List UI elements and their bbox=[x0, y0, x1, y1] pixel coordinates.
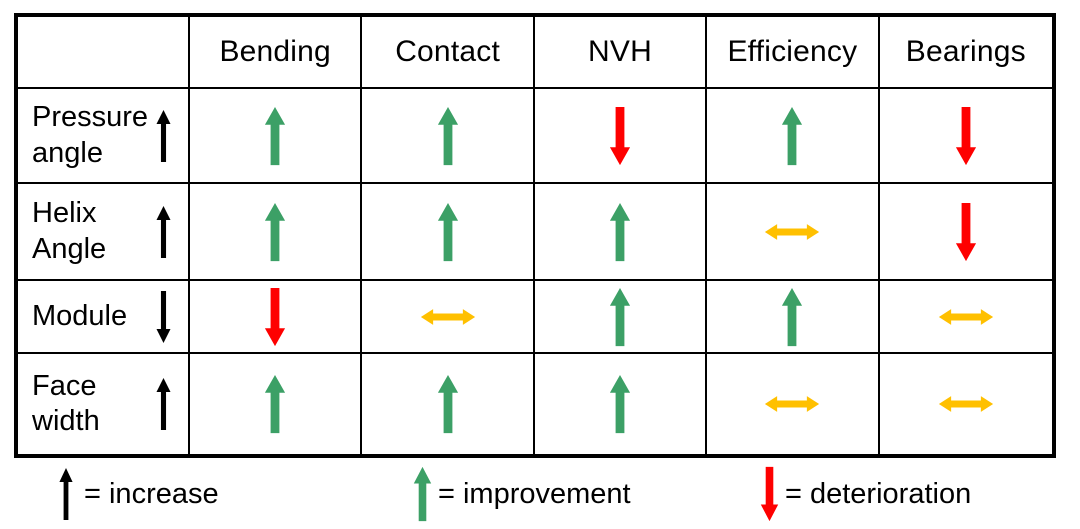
table-cell bbox=[879, 184, 1052, 281]
column-header-bending: Bending bbox=[190, 17, 363, 89]
legend-item-increase: = increase bbox=[58, 464, 219, 524]
table-cell bbox=[707, 281, 880, 354]
row-label: Module bbox=[32, 299, 128, 332]
row-label: Face width bbox=[32, 369, 100, 437]
up-arrow-icon bbox=[155, 109, 172, 162]
up-arrow-icon bbox=[413, 466, 432, 522]
table-cell bbox=[707, 184, 880, 281]
up-arrow-icon bbox=[781, 106, 803, 166]
down-arrow-icon bbox=[264, 287, 286, 347]
column-header-contact: Contact bbox=[362, 17, 535, 89]
up-arrow-icon bbox=[437, 106, 459, 166]
table-cell bbox=[362, 354, 535, 454]
down-arrow-icon bbox=[155, 290, 172, 343]
table-cell bbox=[190, 184, 363, 281]
table-cell bbox=[534, 184, 708, 281]
up-arrow-icon bbox=[155, 378, 172, 430]
up-arrow-icon bbox=[58, 468, 74, 520]
table-cell bbox=[362, 281, 535, 354]
column-header-bearings: Bearings bbox=[879, 17, 1052, 89]
gear-parameter-effect-table: Bending Contact NVH Efficiency Bearings … bbox=[14, 13, 1056, 458]
up-arrow-icon bbox=[781, 287, 803, 347]
table-cell bbox=[190, 281, 363, 354]
table-cell bbox=[190, 354, 363, 454]
row-header-face-width: Face width bbox=[18, 354, 190, 454]
column-header-nvh: NVH bbox=[534, 17, 708, 89]
up-arrow-icon bbox=[264, 374, 286, 434]
legend-item-deterioration: = deterioration bbox=[760, 464, 971, 524]
table-cell bbox=[534, 281, 708, 354]
legend-label: = deterioration bbox=[785, 477, 972, 510]
double-horizontal-arrow-icon bbox=[764, 221, 820, 243]
legend-item-improvement: = improvement bbox=[413, 464, 631, 524]
up-arrow-icon bbox=[609, 374, 631, 434]
double-horizontal-arrow-icon bbox=[938, 393, 994, 415]
down-arrow-icon bbox=[609, 106, 631, 166]
up-arrow-icon bbox=[437, 202, 459, 262]
up-arrow-icon bbox=[264, 202, 286, 262]
table-cell bbox=[535, 354, 708, 454]
legend-label: = increase bbox=[84, 477, 219, 510]
double-horizontal-arrow-icon bbox=[420, 306, 476, 328]
legend-label: = improvement bbox=[438, 477, 631, 510]
table-cell bbox=[879, 281, 1052, 354]
down-arrow-icon bbox=[955, 106, 977, 166]
table-cell bbox=[362, 184, 535, 281]
table-cell bbox=[362, 89, 535, 184]
table-cell bbox=[879, 89, 1052, 184]
row-label: Helix Angle bbox=[32, 197, 107, 265]
double-horizontal-arrow-icon bbox=[938, 306, 994, 328]
row-header-helix-angle: Helix Angle bbox=[18, 184, 190, 281]
table-cell bbox=[190, 89, 363, 184]
row-header-pressure-angle: Pressure angle bbox=[18, 89, 190, 184]
up-arrow-icon bbox=[609, 287, 631, 347]
column-header-efficiency: Efficiency bbox=[707, 17, 880, 89]
double-horizontal-arrow-icon bbox=[764, 393, 820, 415]
up-arrow-icon bbox=[609, 202, 631, 262]
down-arrow-icon bbox=[760, 466, 779, 522]
corner-cell bbox=[18, 17, 190, 89]
row-header-module: Module bbox=[18, 281, 190, 354]
table-cell bbox=[707, 89, 880, 184]
row-label: Pressure angle bbox=[32, 101, 149, 169]
up-arrow-icon bbox=[155, 205, 172, 258]
table-cell bbox=[880, 354, 1052, 454]
up-arrow-icon bbox=[264, 106, 286, 166]
up-arrow-icon bbox=[437, 374, 459, 434]
table-cell bbox=[707, 354, 880, 454]
table-cell bbox=[534, 89, 708, 184]
down-arrow-icon bbox=[955, 202, 977, 262]
